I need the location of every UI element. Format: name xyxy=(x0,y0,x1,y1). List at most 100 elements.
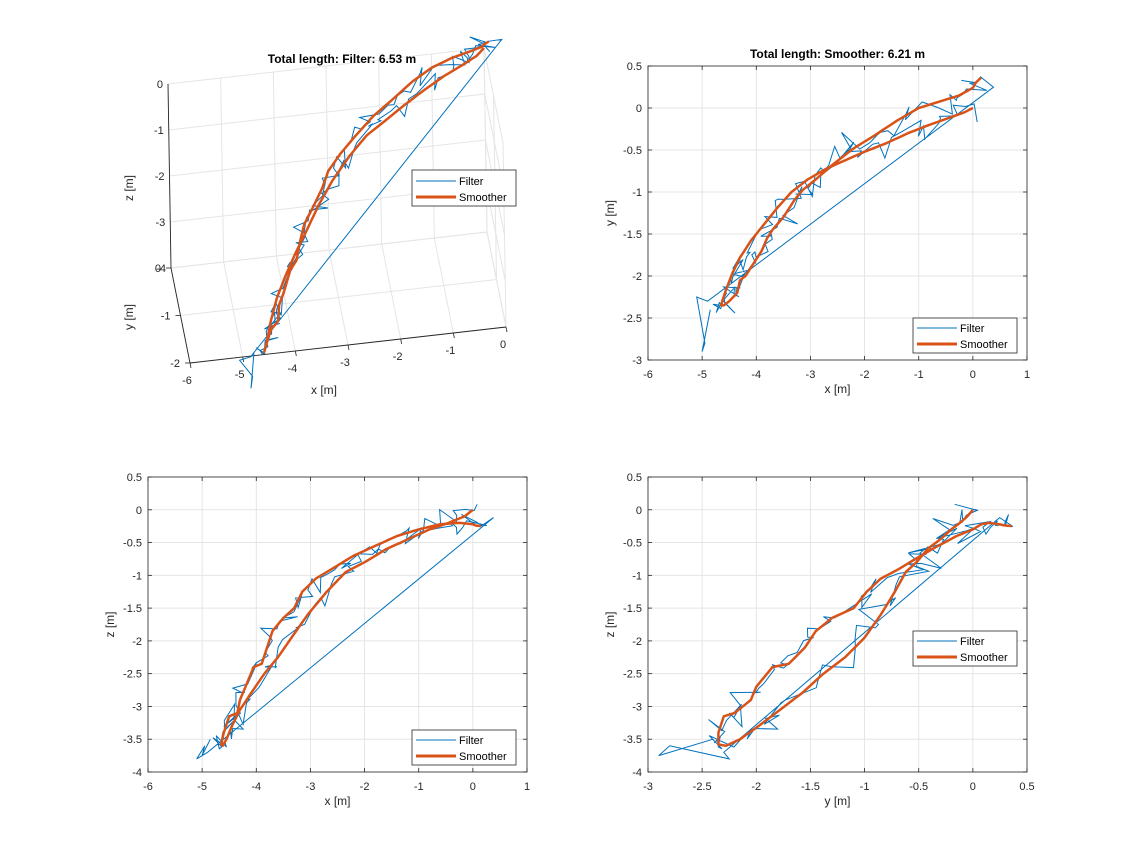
y-tick-label: -1 xyxy=(632,187,642,199)
axes-box xyxy=(647,65,1028,361)
x-axis-label: y [m] xyxy=(825,794,851,808)
y-tick-label: -3.5 xyxy=(623,734,642,746)
lines-3d xyxy=(238,36,503,389)
subplot-yz: -3 -2.5 -2 -1.5 -1 -0.5 0 0.5 0.5 0 -0.5 -1 -1.5 -2 -2… xyxy=(603,472,1035,808)
y-tick-label: -1 xyxy=(632,570,642,582)
legend-box xyxy=(411,169,517,207)
legend-smoother-label: Smoother xyxy=(459,751,507,763)
legend-filter-label: Filter xyxy=(960,323,985,335)
x-tick-label: 0 xyxy=(500,339,506,351)
x-axis-label: x [m] xyxy=(325,794,351,808)
z-tick-label: -3 xyxy=(155,217,165,229)
y-tick-label: -2.5 xyxy=(123,669,142,681)
y-tick-label: 0 xyxy=(136,505,142,517)
x-tick-label: -6 xyxy=(182,375,192,387)
xlabel-3d: x [m] xyxy=(311,383,337,397)
x-tick-label: 1 xyxy=(1024,369,1030,381)
y-axis-label: y [m] xyxy=(603,200,617,226)
subplot-title: Total length: Smoother: 6.21 m xyxy=(750,47,925,61)
x-tick xyxy=(294,350,297,357)
x-tick-label: -6 xyxy=(643,369,653,381)
plot-area xyxy=(648,477,1027,772)
y-tick-label: -2 xyxy=(132,636,142,648)
x-tick-label: -3 xyxy=(306,781,316,793)
z-tick-label: -2 xyxy=(155,171,165,183)
title-3d: Total length: Filter: 6.53 m xyxy=(268,52,416,66)
x-tick-label: 1 xyxy=(524,781,530,793)
y-tick-label: -4 xyxy=(132,767,142,779)
axes-3d: -6 -5 -4 -3 -2 -1 0 0 -1 -2 0 -1 -2 -3 -4 xyxy=(154,79,508,387)
x-tick-label: -2 xyxy=(751,781,761,793)
x-tick-label: -2 xyxy=(860,369,870,381)
legend-filter-label: Filter xyxy=(459,735,484,747)
legend-smoother-label: Smoother xyxy=(960,652,1008,664)
y-tick-label: -2 xyxy=(170,358,180,370)
filter-line xyxy=(696,76,995,352)
legend[interactable]: Filter Smoother xyxy=(912,630,1018,667)
x-tick-label: -2 xyxy=(360,781,370,793)
x-tick-label: -4 xyxy=(751,369,761,381)
y-tick-label: -1.5 xyxy=(123,603,142,615)
x-tick-label: -1.5 xyxy=(801,781,820,793)
x-tick-label: -5 xyxy=(197,781,207,793)
smoother-line-3d xyxy=(262,40,490,354)
x-tick-label: 0.5 xyxy=(1019,781,1034,793)
y-tick-label: -1 xyxy=(132,570,142,582)
y-tick-label: -3 xyxy=(632,355,642,367)
legend-smoother-label: Smoother xyxy=(459,192,507,204)
legend-smoother-label: Smoother xyxy=(960,339,1008,351)
y-gridline-floor xyxy=(170,231,488,269)
x-tick-label: -0.5 xyxy=(909,781,928,793)
y-tick-label: 0.5 xyxy=(627,472,642,484)
smoother-line xyxy=(717,509,1012,748)
y-tick-label: -0.5 xyxy=(123,538,142,550)
subplot-3d-trajectory: -6 -5 -4 -3 -2 -1 0 0 -1 -2 0 -1 -2 -3 -4 Total length… xyxy=(122,36,517,397)
x-tick-label: -1 xyxy=(914,369,924,381)
axes-box xyxy=(147,476,528,773)
y-gridline-floor xyxy=(180,279,497,316)
legend-3d[interactable]: Filter Smoother xyxy=(411,169,517,207)
y-tick-label: -1.5 xyxy=(623,603,642,615)
ylabel-3d: y [m] xyxy=(122,304,136,330)
y-tick-label: -0.5 xyxy=(623,145,642,157)
x-tick xyxy=(452,332,455,339)
subplot-xz: -6 -5 -4 -3 -2 -1 0 1 0.5 0 -0.5 -1 -1.5 -2 -2.5 -3 -3.5… xyxy=(103,472,530,808)
z-gridline-back xyxy=(169,139,486,177)
x-tick-label: -5 xyxy=(235,369,245,381)
y-tick-label: -1.5 xyxy=(623,229,642,241)
z-tick-label: -4 xyxy=(156,263,166,275)
x-tick xyxy=(347,344,350,351)
z-gridline-back xyxy=(168,93,485,131)
z-tick-label: 0 xyxy=(157,79,163,91)
legend[interactable]: Filter Smoother xyxy=(411,729,517,766)
y-axis-label: z [m] xyxy=(603,612,617,638)
y-tick-label: 0.5 xyxy=(127,472,142,484)
legend[interactable]: Filter Smoother xyxy=(912,317,1018,354)
x-tick-label: 0 xyxy=(970,781,976,793)
x-tick xyxy=(189,362,192,369)
x-tick-label: -2.5 xyxy=(693,781,712,793)
x-tick-label: -6 xyxy=(143,781,153,793)
y-tick-label: -2 xyxy=(632,271,642,283)
z-tick-label: -1 xyxy=(154,125,164,137)
x-tick-label: 0 xyxy=(470,781,476,793)
y-tick-label: -2.5 xyxy=(623,313,642,325)
x-tick-label: -3 xyxy=(806,369,816,381)
y-tick-label: -3 xyxy=(632,701,642,713)
zlabel-3d: z [m] xyxy=(122,175,136,201)
legend-box xyxy=(912,630,1018,667)
y-tick-label: 0 xyxy=(155,263,161,275)
x-tick-label: -1 xyxy=(860,781,870,793)
x-tick-label: 0 xyxy=(970,369,976,381)
smoother-line xyxy=(219,508,482,748)
axes-box xyxy=(647,476,1028,773)
x-tick-label: -4 xyxy=(251,781,261,793)
x-axis-label: x [m] xyxy=(825,382,851,396)
y-tick-label: -0.5 xyxy=(623,538,642,550)
x-tick xyxy=(400,338,403,345)
x-tick-label: -4 xyxy=(287,363,297,375)
smoother-line xyxy=(719,76,982,307)
y-tick-label: -2 xyxy=(632,636,642,648)
x-tick-label: -1 xyxy=(445,345,455,357)
y-tick-label: 0 xyxy=(636,505,642,517)
